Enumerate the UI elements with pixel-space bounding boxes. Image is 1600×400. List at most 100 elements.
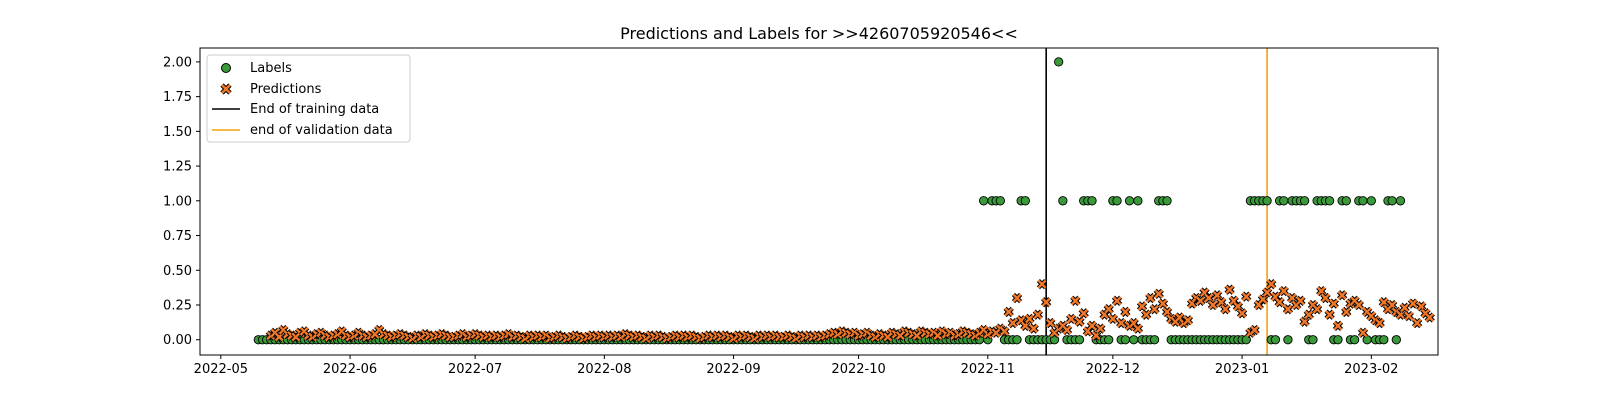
prediction-point [1141, 309, 1152, 320]
prediction-point-fill [1304, 310, 1314, 320]
legend-training-text: End of training data [250, 102, 379, 117]
prediction-point [1070, 295, 1081, 306]
prediction-point [1261, 287, 1273, 298]
prediction-point [1220, 304, 1231, 315]
legend-box [206, 54, 411, 143]
prediction-point [1207, 299, 1219, 311]
label-point [1074, 335, 1085, 345]
prediction-point-fill [1154, 289, 1164, 299]
label-point [1087, 196, 1097, 206]
legend-item-labels: Labels [221, 61, 292, 76]
prediction-point [1424, 312, 1435, 323]
label-point [1279, 196, 1289, 206]
x-tick-label: 2022-09 [706, 362, 760, 377]
prediction-point-fill [1012, 293, 1022, 303]
prediction-point [1145, 292, 1156, 304]
prediction-point [1236, 308, 1248, 319]
legend-predictions-marker-fill [221, 84, 231, 94]
label-point [1366, 196, 1376, 206]
prediction-point [1182, 315, 1194, 326]
prediction-point-fill [1404, 311, 1414, 321]
label-point [1058, 196, 1068, 206]
label-point [1358, 196, 1368, 206]
prediction-point-fill [1337, 290, 1347, 300]
label-point [1012, 335, 1022, 345]
prediction-point [1399, 302, 1410, 313]
prediction-point [1003, 306, 1014, 318]
prediction-point [1328, 298, 1339, 309]
prediction-point [1274, 297, 1285, 308]
prediction-point-fill [1425, 313, 1435, 322]
prediction-point [1149, 304, 1160, 315]
y-tick-label: 1.50 [163, 125, 192, 140]
label-point [1387, 196, 1397, 206]
prediction-point [1136, 301, 1148, 312]
prediction-point [1336, 290, 1348, 301]
label-point [1149, 335, 1160, 345]
prediction-point [1249, 324, 1260, 336]
prediction-point-fill [1250, 325, 1260, 335]
y-tick-label: 0.25 [163, 298, 192, 313]
prediction-point [1412, 317, 1423, 329]
label-point [1120, 335, 1131, 345]
prediction-point [1282, 304, 1294, 315]
prediction-point [1320, 292, 1331, 304]
prediction-point [1403, 310, 1414, 322]
label-point [1020, 196, 1030, 206]
prediction-point [1066, 313, 1077, 325]
prediction-point-fill [1195, 296, 1205, 306]
prediction-point [1357, 327, 1369, 338]
label-point [1324, 196, 1335, 206]
prediction-point-fill [1262, 288, 1272, 297]
prediction-point-fill [1070, 296, 1080, 306]
label-point [1162, 196, 1172, 206]
prediction-point-fill [1266, 279, 1276, 289]
prediction-point-fill [1220, 304, 1230, 314]
prediction-point-fill [1137, 301, 1147, 311]
label-point [1333, 335, 1343, 345]
prediction-point-fill [1279, 286, 1289, 296]
label-point [1299, 196, 1310, 206]
legend-predictions-text: Predictions [250, 82, 322, 97]
prediction-point-fill [1041, 297, 1051, 307]
label-point [1129, 335, 1139, 345]
prediction-point [895, 330, 906, 341]
x-tick-label: 2022-12 [1086, 362, 1140, 377]
prediction-point-fill [1108, 314, 1118, 324]
prediction-point [1045, 317, 1056, 329]
prediction-point [1195, 295, 1206, 306]
prediction-point-fill [1275, 297, 1285, 307]
y-tick-label: 0.50 [163, 264, 192, 279]
y-tick-label: 1.75 [163, 90, 192, 105]
prediction-point-fill [1241, 292, 1251, 302]
label-point [1308, 335, 1318, 345]
prediction-point [1224, 284, 1235, 295]
label-point [978, 196, 989, 206]
prediction-point-fill [1120, 307, 1130, 317]
legend-labels-text: Labels [250, 61, 292, 76]
prediction-point [1332, 320, 1344, 331]
prediction-point-fill [1045, 318, 1055, 328]
prediction-point [1353, 299, 1364, 311]
prediction-point-fill [1375, 318, 1385, 328]
prediction-point [1032, 309, 1043, 320]
prediction-point-fill [1354, 300, 1364, 310]
prediction-point-fill [1133, 324, 1143, 334]
prediction-point-fill [1008, 318, 1018, 328]
x-tick-label: 2022-08 [577, 362, 631, 377]
prediction-point-fill [1158, 299, 1168, 309]
prediction-point [1116, 317, 1127, 329]
prediction-point [1074, 316, 1085, 327]
prediction-point-fill [1066, 314, 1076, 324]
label-point [1391, 335, 1401, 345]
prediction-point [1036, 278, 1048, 290]
label-point [1054, 57, 1064, 67]
prediction-point [1028, 323, 1039, 334]
prediction-point [1132, 323, 1144, 334]
prediction-point [1278, 285, 1289, 297]
y-tick-label: 1.25 [163, 160, 192, 175]
legend-validation-text: end of validation data [250, 123, 393, 138]
plot-frame [199, 47, 1439, 356]
prediction-point [1011, 292, 1023, 304]
label-point [1395, 196, 1406, 206]
